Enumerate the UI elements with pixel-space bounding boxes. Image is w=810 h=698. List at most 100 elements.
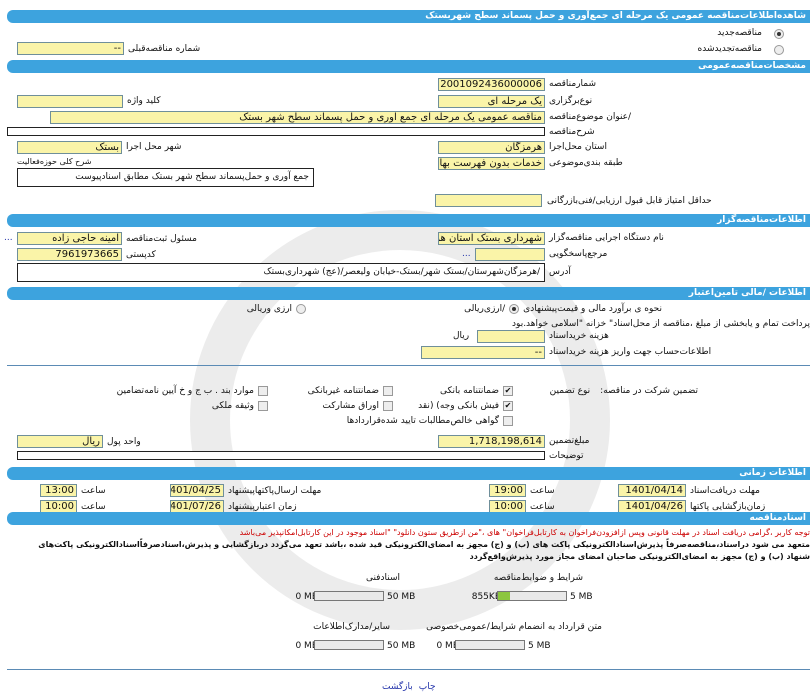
back-link[interactable]: بازگشت (382, 682, 413, 692)
checkbox-bank-guarantee[interactable]: ✔ (503, 385, 513, 396)
label-rial: /ارزی‌ریالی (464, 304, 506, 314)
page-title: شاهده‌اطلاعات‌مناقصه عمومی یک مرحله ای ج… (7, 10, 810, 23)
organization-label: نام دستگاه اجرایی مناقصه‌گزار (549, 233, 664, 243)
file-label: اسنادفنی (365, 573, 400, 583)
file-progress-bar (455, 640, 525, 650)
estimate-label: نحوه ی برآورد مالی و قیمت‌پیشنهادی (523, 304, 662, 314)
file-max: 5 MB (570, 592, 593, 602)
province-label: استان محل‌اجرا (549, 142, 607, 152)
tender-type-field[interactable]: یک مرحله ای (438, 95, 545, 108)
checkbox-claims-certificate[interactable] (503, 415, 513, 426)
checkbox-nonbank-guarantee[interactable] (383, 385, 393, 396)
radio-new-tender[interactable] (774, 29, 784, 39)
divider (7, 365, 810, 366)
address-field[interactable]: /هرمزگان‌شهرستان/بستک شهر/بستک-خیابان ول… (17, 263, 545, 282)
min-score-field[interactable] (435, 194, 542, 207)
opening-label: زمان‌بازگشایی پاکتها (690, 502, 766, 512)
section-general: مشخصات‌مناقصه‌عمومی (7, 60, 810, 73)
submit-deadline-label: مهلت ارسال‌پاکتهاپیشنهاد (228, 486, 322, 496)
province-field[interactable]: هرمزگان (438, 141, 545, 154)
guarantee-amount-field[interactable]: 1,718,198,614 (438, 435, 545, 448)
option-label: موارد بند . ب ج و خ آیین نامه‌تضامین (116, 385, 254, 396)
time-label: ساعت (530, 502, 555, 512)
file-used: 0 MB (295, 592, 318, 602)
guarantee-options: تضمین شرکت در مناقصه: نوع تضمین ✔ ضمانتنام… (68, 383, 698, 428)
label-fx-rial: ارزی وریالی (246, 304, 293, 314)
fee-label: هزینه خریداسناد (549, 331, 609, 341)
description-field[interactable] (7, 127, 545, 136)
option-label: گواهی خالص‌مطالبات تایید شده‌قراردادها (346, 415, 499, 426)
tender-type-label: نوع‌برگزاری (549, 96, 593, 106)
tender-number-label: شمارمناقصه (549, 79, 597, 89)
guarantee-label: تضمین شرکت در مناقصه: (600, 385, 698, 396)
commitment-line-1: متعهد می شود دراسناد،مناقصه‌صرفاً پذیرش‌… (38, 540, 810, 549)
fee-unit: ریال (453, 331, 470, 341)
checkbox-bank-receipt[interactable]: ✔ (503, 400, 513, 411)
subject-field[interactable]: مناقصه عمومی یک مرحله ای جمع آوری و حمل … (50, 111, 545, 124)
radio-renewed-tender[interactable] (774, 45, 784, 55)
postal-code-field[interactable]: 7961973665 (17, 248, 122, 261)
file-max: 50 MB (387, 641, 416, 651)
account-field[interactable]: -- (421, 346, 545, 359)
guarantee-heading: تضمین شرکت در مناقصه: نوع تضمین (513, 383, 698, 398)
label-renewed-tender: مناقصه‌تجدیدشده (697, 44, 762, 54)
checkbox-regulation-items[interactable] (258, 385, 268, 396)
radio-fx-rial[interactable] (296, 304, 307, 314)
keyword-field[interactable] (17, 95, 123, 108)
city-field[interactable]: بستک (17, 141, 122, 154)
submit-deadline-time[interactable]: 13:00 (40, 484, 77, 497)
min-score-label: حداقل امتیاز قابل قبول ارزیابی/فنی‌بازرگ… (547, 196, 712, 206)
document-files: شرایط و ضوابط‌مناقصه 855KB 5 MB اسنادفنی… (7, 573, 810, 655)
organization-field[interactable]: شهرداری بستک استان هر (438, 232, 545, 245)
previous-number-field[interactable]: -- (17, 42, 124, 55)
documents-notice: توجه کاربر ،گرامی دریافت اسناد در مهلت ق… (239, 528, 810, 537)
reference-field[interactable] (475, 248, 545, 261)
category-field[interactable]: خدمات بدون فهرست بها (438, 157, 545, 170)
activity-field[interactable]: جمع آوری و حمل‌پسماند سطح شهر بستک مطابق… (17, 168, 314, 187)
account-label: اطلاعات‌حساب جهت واریز هزینه خریداسناد (549, 347, 712, 357)
time-label: ساعت (81, 502, 106, 512)
file-used: 0 MB (295, 641, 318, 651)
file-max: 5 MB (528, 641, 551, 651)
footer-links: چاپ بازگشت (382, 682, 436, 692)
documents-section: توجه کاربر ،گرامی دریافت اسناد در مهلت ق… (7, 527, 810, 696)
file-max: 50 MB (387, 592, 416, 602)
responsible-label: مسئول ثبت‌مناقصه (126, 234, 197, 244)
option-label: ضمانتنامه غیربانکی (307, 385, 379, 396)
option-label: ضمانتنامه بانکی (440, 385, 499, 396)
commitment-line-2: شنهاد (ب) و (ج) مجهز به امضای‌الکترونیکی… (469, 552, 810, 561)
section-organizer: اطلاعات‌مناقصه‌گزار (7, 214, 810, 227)
guarantee-amount-label: مبلغ‌تضمین (549, 436, 590, 446)
option-label: وثیقه ملکی (211, 400, 254, 411)
section-finance: اطلاعات /مالی تامین‌اعتبار (7, 287, 810, 300)
responsible-more-link[interactable]: ... (4, 233, 13, 243)
file-used: 0 MB (436, 641, 459, 651)
print-link[interactable]: چاپ (418, 682, 436, 692)
description-label: شرح‌مناقصه (549, 127, 595, 137)
checkbox-bonds[interactable] (383, 400, 393, 411)
payment-text: پرداخت تمام و یابخشی از مبلغ ،مناقصه از … (512, 319, 810, 329)
fee-field[interactable] (477, 330, 545, 343)
file-used: 855KB (471, 592, 501, 602)
responsible-field[interactable]: امینه حاجی زاده (17, 232, 122, 245)
doc-deadline-time[interactable]: 19:00 (489, 484, 526, 497)
checkbox-property[interactable] (258, 400, 268, 411)
guarantee-type-label: نوع تضمین (549, 385, 591, 396)
tender-number-field[interactable]: 2001092436000006 (438, 78, 545, 91)
submit-deadline-date[interactable]: 1401/04/25 (170, 484, 224, 497)
notes-field[interactable] (17, 451, 545, 460)
reference-more-link[interactable]: ... (462, 249, 471, 259)
radio-rial[interactable] (509, 304, 520, 314)
section-documents: اسنادمناقصه (7, 512, 810, 525)
currency-field[interactable]: ریال (17, 435, 103, 448)
doc-deadline-date[interactable]: 1401/04/14 (618, 484, 686, 497)
city-label: شهر محل اجرا (126, 142, 182, 152)
time-label: ساعت (530, 486, 555, 496)
doc-deadline-label: مهلت دریافت‌اسناد (690, 486, 760, 496)
time-label: ساعت (81, 486, 106, 496)
estimate-row: نحوه ی برآورد مالی و قیمت‌پیشنهادی /ارزی… (247, 304, 662, 314)
footer: چاپ بازگشت (7, 669, 810, 696)
label-new-tender: مناقصه‌جدید (717, 28, 762, 38)
file-progress-fill (498, 592, 510, 600)
postal-code-label: کدپستی (126, 250, 156, 260)
